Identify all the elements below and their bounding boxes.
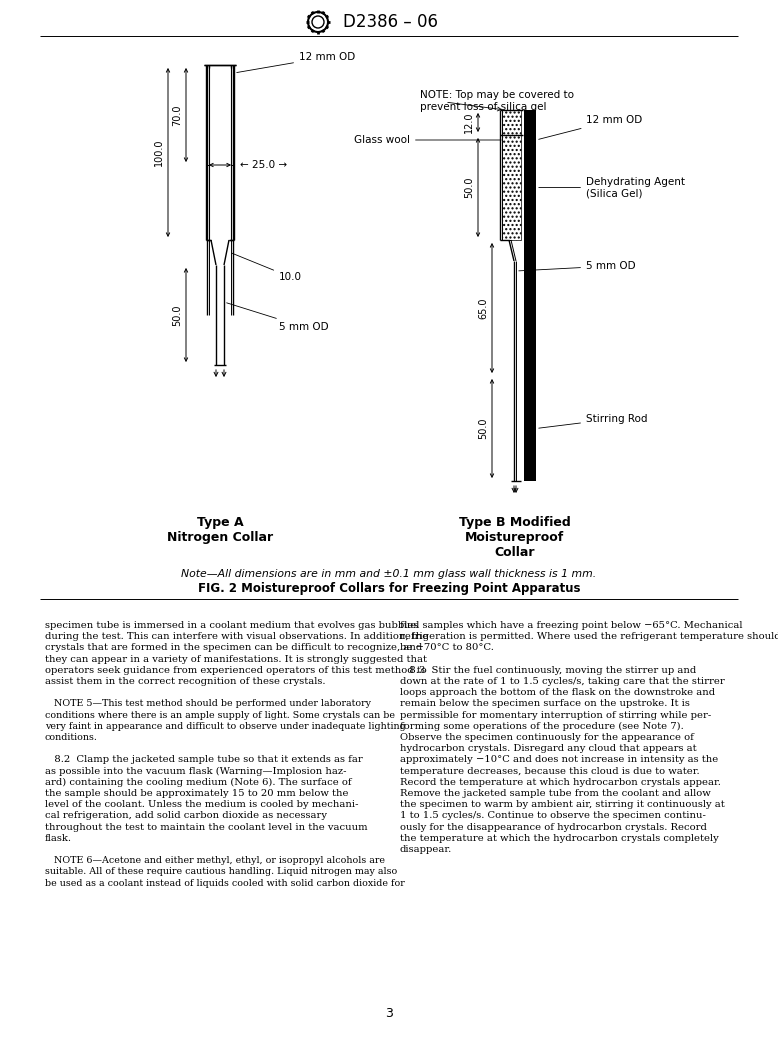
- Text: 12 mm OD: 12 mm OD: [237, 52, 356, 73]
- Text: 3: 3: [385, 1007, 393, 1020]
- Text: 8.3  Stir the fuel continuously, moving the stirrer up and: 8.3 Stir the fuel continuously, moving t…: [400, 666, 696, 675]
- Text: permissible for momentary interruption of stirring while per-: permissible for momentary interruption o…: [400, 711, 711, 719]
- Text: fuel samples which have a freezing point below −65°C. Mechanical: fuel samples which have a freezing point…: [400, 621, 742, 630]
- Text: the temperature at which the hydrocarbon crystals completely: the temperature at which the hydrocarbon…: [400, 834, 719, 843]
- Text: FIG. 2 Moistureproof Collars for Freezing Point Apparatus: FIG. 2 Moistureproof Collars for Freezin…: [198, 582, 580, 595]
- Text: crystals that are formed in the specimen can be difficult to recognize, and: crystals that are formed in the specimen…: [45, 643, 422, 653]
- Text: suitable. All of these require cautious handling. Liquid nitrogen may also: suitable. All of these require cautious …: [45, 867, 398, 877]
- Text: Stirring Rod: Stirring Rod: [538, 413, 647, 428]
- Text: NOTE 6—Acetone and either methyl, ethyl, or isopropyl alcohols are: NOTE 6—Acetone and either methyl, ethyl,…: [45, 856, 385, 865]
- Text: Record the temperature at which hydrocarbon crystals appear.: Record the temperature at which hydrocar…: [400, 778, 721, 787]
- Text: assist them in the correct recognition of these crystals.: assist them in the correct recognition o…: [45, 677, 325, 686]
- Text: 5 mm OD: 5 mm OD: [519, 261, 636, 271]
- Text: 1 to 1.5 cycles/s. Continue to observe the specimen continu-: 1 to 1.5 cycles/s. Continue to observe t…: [400, 811, 706, 820]
- Text: ard) containing the cooling medium (Note 6). The surface of: ard) containing the cooling medium (Note…: [45, 778, 352, 787]
- Text: Collar: Collar: [495, 545, 535, 559]
- Bar: [502, 110, 521, 240]
- Text: hydrocarbon crystals. Disregard any cloud that appears at: hydrocarbon crystals. Disregard any clou…: [400, 744, 696, 754]
- Text: conditions.: conditions.: [45, 733, 98, 742]
- Text: Dehydrating Agent
(Silica Gel): Dehydrating Agent (Silica Gel): [539, 177, 685, 198]
- Text: very faint in appearance and difficult to observe under inadequate lighting: very faint in appearance and difficult t…: [45, 721, 406, 731]
- Text: Type A: Type A: [197, 516, 244, 529]
- Text: disappear.: disappear.: [400, 845, 452, 854]
- Text: temperature decreases, because this cloud is due to water.: temperature decreases, because this clou…: [400, 766, 699, 776]
- Text: 12 mm OD: 12 mm OD: [538, 115, 643, 139]
- Text: Glass wool: Glass wool: [354, 135, 501, 145]
- Text: approximately −10°C and does not increase in intensity as the: approximately −10°C and does not increas…: [400, 756, 718, 764]
- Text: Observe the specimen continuously for the appearance of: Observe the specimen continuously for th…: [400, 733, 694, 742]
- Text: D2386 – 06: D2386 – 06: [343, 12, 438, 31]
- Text: 100.0: 100.0: [154, 138, 164, 167]
- Text: 50.0: 50.0: [478, 417, 488, 439]
- Text: 5 mm OD: 5 mm OD: [226, 303, 328, 332]
- Text: Moistureproof: Moistureproof: [465, 531, 565, 544]
- Text: level of the coolant. Unless the medium is cooled by mechani-: level of the coolant. Unless the medium …: [45, 801, 359, 809]
- Text: be used as a coolant instead of liquids cooled with solid carbon dioxide for: be used as a coolant instead of liquids …: [45, 879, 405, 888]
- Text: throughout the test to maintain the coolant level in the vacuum: throughout the test to maintain the cool…: [45, 822, 368, 832]
- Text: the sample should be approximately 15 to 20 mm below the: the sample should be approximately 15 to…: [45, 789, 349, 798]
- Text: remain below the specimen surface on the upstroke. It is: remain below the specimen surface on the…: [400, 700, 690, 708]
- Text: 12.0: 12.0: [464, 111, 474, 133]
- Text: specimen tube is immersed in a coolant medium that evolves gas bubbles: specimen tube is immersed in a coolant m…: [45, 621, 419, 630]
- Text: they can appear in a variety of manifestations. It is strongly suggested that: they can appear in a variety of manifest…: [45, 655, 427, 663]
- Text: conditions where there is an ample supply of light. Some crystals can be: conditions where there is an ample suppl…: [45, 711, 395, 719]
- Text: refrigeration is permitted. Where used the refrigerant temperature should: refrigeration is permitted. Where used t…: [400, 632, 778, 641]
- Text: 50.0: 50.0: [172, 304, 182, 326]
- Bar: [524, 110, 536, 481]
- Text: Type B Modified: Type B Modified: [459, 516, 571, 529]
- Text: loops approach the bottom of the flask on the downstroke and: loops approach the bottom of the flask o…: [400, 688, 715, 697]
- Text: operators seek guidance from experienced operators of this test method to: operators seek guidance from experienced…: [45, 666, 427, 675]
- Text: forming some operations of the procedure (see Note 7).: forming some operations of the procedure…: [400, 721, 684, 731]
- Text: the specimen to warm by ambient air, stirring it continuously at: the specimen to warm by ambient air, sti…: [400, 801, 725, 809]
- Text: flask.: flask.: [45, 834, 72, 843]
- Text: Note—All dimensions are in mm and ±0.1 mm glass wall thickness is 1 mm.: Note—All dimensions are in mm and ±0.1 m…: [181, 569, 597, 579]
- Text: as possible into the vacuum flask (Warning—Implosion haz-: as possible into the vacuum flask (Warni…: [45, 766, 346, 776]
- Text: 65.0: 65.0: [478, 298, 488, 319]
- Text: ← 25.0 →: ← 25.0 →: [240, 160, 288, 170]
- Text: ously for the disappearance of hydrocarbon crystals. Record: ously for the disappearance of hydrocarb…: [400, 822, 707, 832]
- Text: 10.0: 10.0: [232, 253, 302, 282]
- Text: cal refrigeration, add solid carbon dioxide as necessary: cal refrigeration, add solid carbon diox…: [45, 811, 327, 820]
- Text: Remove the jacketed sample tube from the coolant and allow: Remove the jacketed sample tube from the…: [400, 789, 711, 798]
- Text: NOTE: Top may be covered to
prevent loss of silica gel: NOTE: Top may be covered to prevent loss…: [420, 90, 574, 111]
- Text: NOTE 5—This test method should be performed under laboratory: NOTE 5—This test method should be perfor…: [45, 700, 371, 708]
- Text: be −70°C to 80°C.: be −70°C to 80°C.: [400, 643, 494, 653]
- Text: 50.0: 50.0: [464, 177, 474, 198]
- Text: Nitrogen Collar: Nitrogen Collar: [167, 531, 273, 544]
- Text: down at the rate of 1 to 1.5 cycles/s, taking care that the stirrer: down at the rate of 1 to 1.5 cycles/s, t…: [400, 677, 725, 686]
- Text: 8.2  Clamp the jacketed sample tube so that it extends as far: 8.2 Clamp the jacketed sample tube so th…: [45, 756, 363, 764]
- Text: during the test. This can interfere with visual observations. In addition, the: during the test. This can interfere with…: [45, 632, 428, 641]
- Text: 70.0: 70.0: [172, 104, 182, 126]
